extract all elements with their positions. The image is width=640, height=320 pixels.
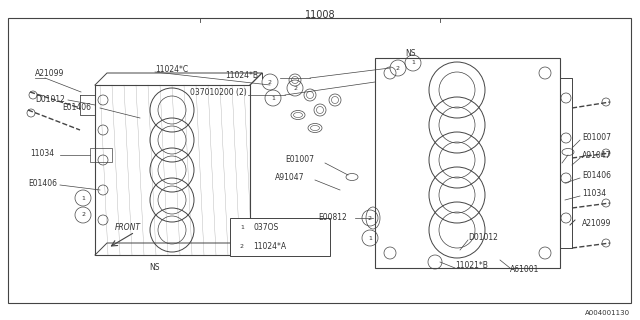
Text: D01012: D01012 — [35, 95, 65, 105]
Text: 1: 1 — [240, 225, 244, 230]
Text: 11024*B: 11024*B — [225, 71, 258, 81]
Text: E00812: E00812 — [318, 213, 347, 222]
Text: D01012: D01012 — [468, 234, 498, 243]
Text: A61001: A61001 — [510, 266, 540, 275]
Text: E01406: E01406 — [62, 103, 91, 113]
Text: 11034: 11034 — [30, 148, 54, 157]
Text: 2: 2 — [81, 212, 85, 218]
Text: 11021*B: 11021*B — [455, 261, 488, 270]
Text: NS: NS — [404, 50, 415, 59]
Text: 1: 1 — [368, 236, 372, 241]
Text: A21099: A21099 — [582, 219, 611, 228]
Bar — [8, 18, 631, 303]
Text: 037OS: 037OS — [253, 223, 278, 232]
Text: 1: 1 — [81, 196, 85, 201]
Text: FRONT: FRONT — [115, 223, 141, 233]
Text: 11024*C: 11024*C — [155, 65, 188, 74]
Text: A004001130: A004001130 — [585, 310, 630, 316]
Text: E01406: E01406 — [28, 179, 57, 188]
Text: 037010200 (2): 037010200 (2) — [190, 89, 247, 98]
Text: 2: 2 — [396, 66, 400, 70]
Text: E01007: E01007 — [285, 156, 314, 164]
Text: 2: 2 — [368, 215, 372, 220]
Text: 2: 2 — [268, 79, 272, 84]
Text: 1: 1 — [271, 95, 275, 100]
Text: A21099: A21099 — [35, 69, 65, 78]
Text: E01007: E01007 — [582, 133, 611, 142]
Text: A91047: A91047 — [275, 173, 305, 182]
Text: NS: NS — [150, 263, 160, 273]
Text: 11008: 11008 — [305, 10, 335, 20]
Bar — [375, 58, 560, 268]
Bar — [90, 148, 112, 162]
Text: E01406: E01406 — [582, 172, 611, 180]
Text: A91047: A91047 — [582, 151, 611, 161]
Text: 2: 2 — [293, 85, 297, 91]
Text: 11034: 11034 — [582, 189, 606, 198]
Text: 2: 2 — [240, 244, 244, 249]
Text: 1: 1 — [411, 60, 415, 66]
Text: 11024*A: 11024*A — [253, 242, 286, 251]
Bar — [230, 218, 330, 256]
